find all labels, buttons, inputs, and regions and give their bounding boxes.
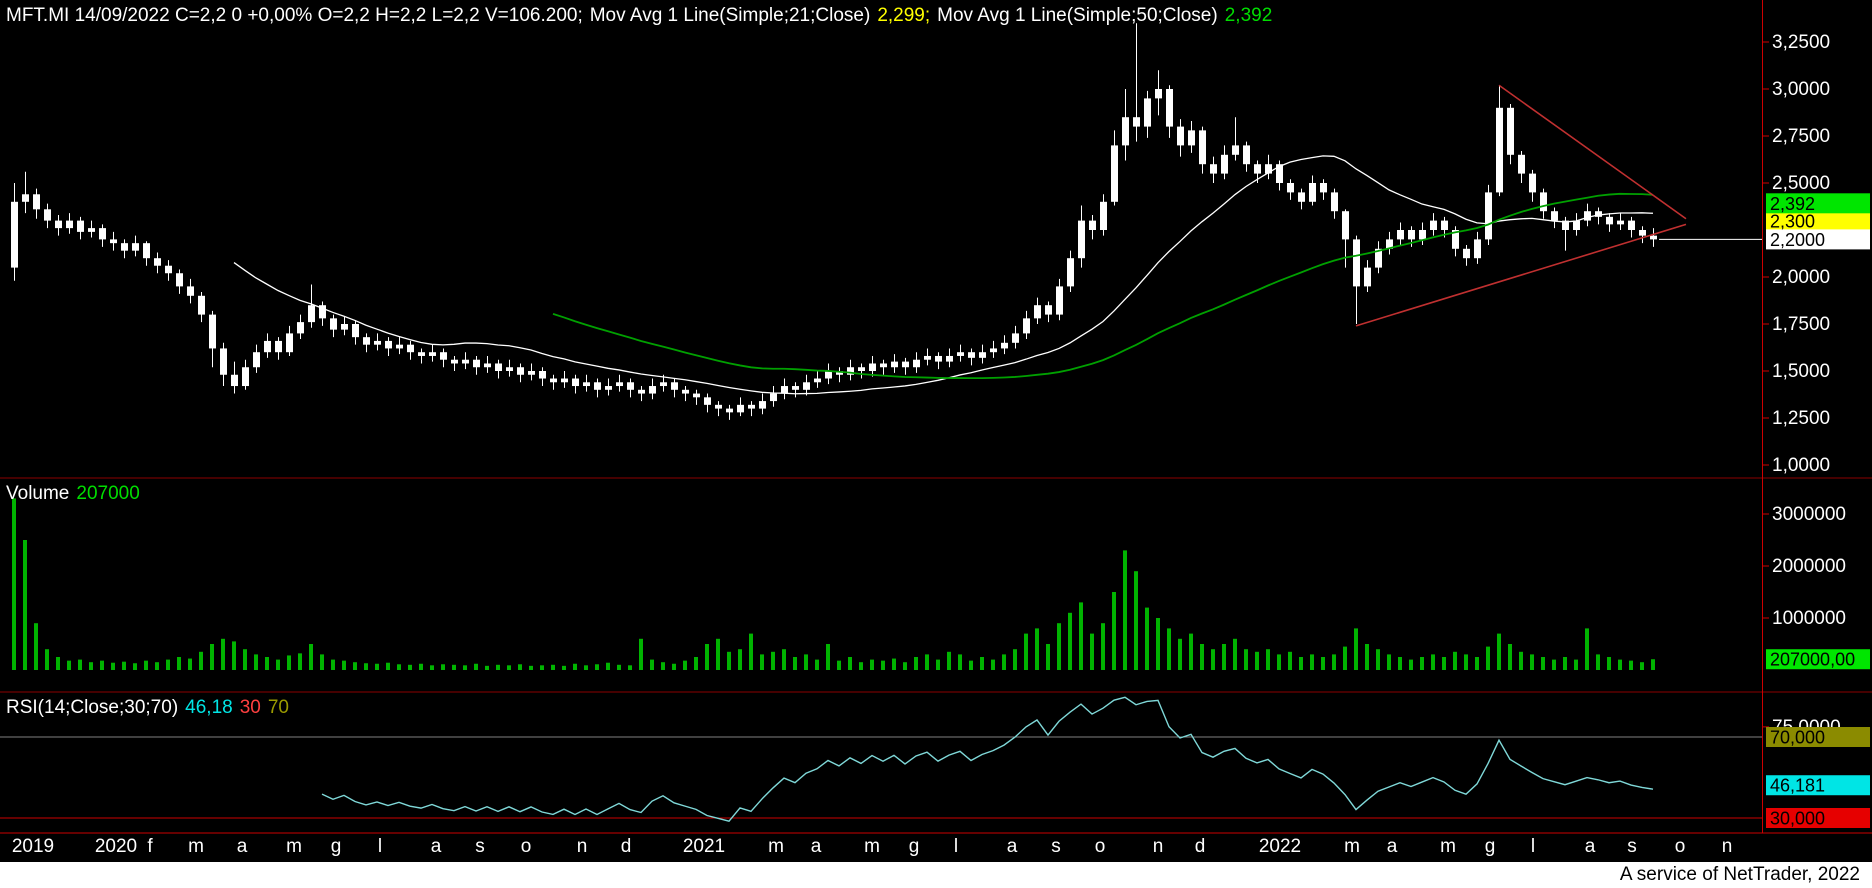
- axis-marker-level-70: [1766, 727, 1870, 747]
- axis-marker-rsi: [1766, 775, 1870, 796]
- time-label: m: [1344, 836, 1360, 857]
- time-label: o: [521, 836, 532, 857]
- axis-tick-label: 1,0000: [1772, 455, 1830, 476]
- right-axis: 3,2500 3,0000 2,7500 2,5000 2,0000 1,7500 1,50…: [1762, 0, 1870, 833]
- time-label: a: [1007, 836, 1018, 857]
- axis-marker-ma50: [1766, 193, 1870, 214]
- axis-marker-ma21: [1766, 210, 1870, 231]
- axis-tick-label: 1,2500: [1772, 408, 1830, 429]
- axis-tick-label: 3,0000: [1772, 79, 1830, 100]
- time-label: s: [1051, 836, 1061, 857]
- svg-text:2,2000: 2,2000: [1770, 230, 1825, 250]
- svg-text:46,181: 46,181: [1770, 776, 1825, 796]
- axis-tick-label: 1000000: [1772, 608, 1846, 629]
- ascending-trendline: [1355, 223, 1687, 327]
- time-label: m: [864, 836, 880, 857]
- panel-separators: [0, 477, 1872, 834]
- axis-marker-volume: [1766, 649, 1870, 670]
- time-label: a: [1585, 836, 1596, 857]
- time-label: a: [237, 836, 248, 857]
- time-label: l: [954, 836, 958, 857]
- svg-text:70,000: 70,000: [1770, 728, 1825, 748]
- svg-text:207000,00: 207000,00: [1770, 650, 1855, 670]
- ma21-line: [233, 155, 1654, 395]
- ma50-line: [552, 192, 1654, 380]
- time-label: m: [1440, 836, 1456, 857]
- time-axis: 2019 2020 f m a m g l a s o n d 2021 m a m g l a s o n d 2022 m a m…: [12, 836, 1732, 857]
- time-label: 2022: [1259, 836, 1301, 857]
- time-label: o: [1675, 836, 1686, 857]
- time-label: s: [475, 836, 485, 857]
- time-label: g: [909, 836, 920, 857]
- axis-tick-label: 2,5000: [1772, 173, 1830, 194]
- time-label: 2020: [95, 836, 137, 857]
- time-label: l: [1531, 836, 1535, 857]
- volume-bars: [12, 498, 1655, 670]
- axis-tick-label: 3,2500: [1772, 32, 1830, 53]
- footer-credit: A service of NetTrader, 2022: [1619, 864, 1860, 885]
- time-label: n: [1722, 836, 1733, 857]
- time-label: m: [188, 836, 204, 857]
- time-label: g: [1485, 836, 1496, 857]
- footer-bar: A service of NetTrader, 2022: [0, 862, 1872, 888]
- svg-text:2,392: 2,392: [1770, 194, 1815, 214]
- time-label: 2019: [12, 836, 54, 857]
- svg-text:30,000: 30,000: [1770, 809, 1825, 829]
- candlesticks: [11, 23, 1657, 420]
- axis-marker-close: [1766, 229, 1870, 250]
- svg-text:2,300: 2,300: [1770, 211, 1815, 231]
- time-label: o: [1095, 836, 1106, 857]
- time-label: n: [1153, 836, 1164, 857]
- time-label: g: [331, 836, 342, 857]
- time-label: d: [621, 836, 632, 857]
- time-label: a: [431, 836, 442, 857]
- time-label: m: [286, 836, 302, 857]
- time-label: n: [577, 836, 588, 857]
- descending-trendline: [1498, 84, 1687, 220]
- axis-tick-label: 1,7500: [1772, 314, 1830, 335]
- rsi-line: [321, 696, 1654, 822]
- time-label: 2021: [683, 836, 725, 857]
- time-label: l: [378, 836, 382, 857]
- time-label: a: [1387, 836, 1398, 857]
- time-label: m: [768, 836, 784, 857]
- axis-marker-level-30: [1766, 808, 1870, 828]
- axis-tick-label: 3000000: [1772, 504, 1846, 525]
- time-label: d: [1195, 836, 1206, 857]
- axis-tick-label: 2,0000: [1772, 267, 1830, 288]
- time-label: a: [811, 836, 822, 857]
- time-label: s: [1627, 836, 1637, 857]
- axis-tick-label: 2,7500: [1772, 126, 1830, 147]
- time-label: f: [147, 836, 153, 857]
- axis-tick-label: 1,5000: [1772, 361, 1830, 382]
- axis-tick-label: 2000000: [1772, 556, 1846, 577]
